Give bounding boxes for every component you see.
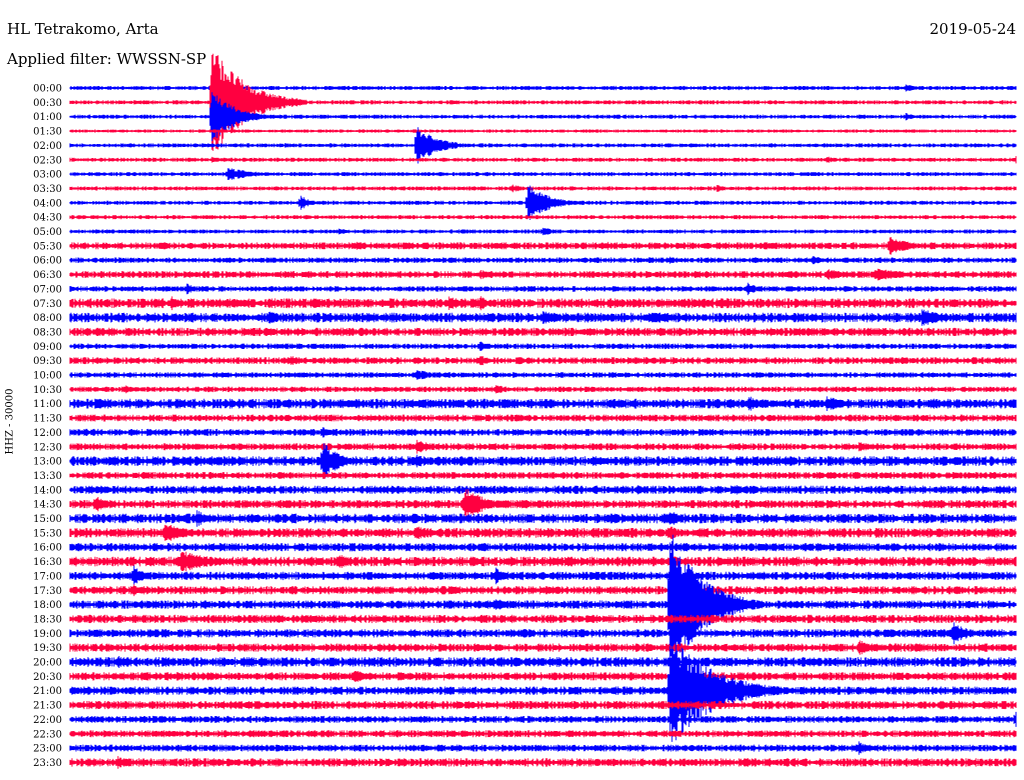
tick-label: 13:30: [33, 471, 62, 482]
tick-label: 01:30: [33, 127, 62, 138]
tick-label: 06:00: [33, 256, 62, 267]
filter-line: Applied filter: WWSSN-SP: [7, 50, 206, 68]
tick-label: 21:30: [33, 701, 62, 712]
filter-label: Applied filter:: [7, 50, 112, 68]
tick-label: 07:00: [33, 284, 62, 295]
tick-label-group: 00:00 00:30 01:00 01:30 02:00 02:30 03:00 03:30…: [33, 84, 62, 769]
tick-label: 23:00: [33, 744, 62, 755]
tick-label: 02:30: [33, 155, 62, 166]
tick-label: 04:30: [33, 213, 62, 224]
tick-label: 04:00: [33, 198, 62, 209]
filter-value: WWSSN-SP: [116, 50, 207, 68]
tick-label: 20:00: [33, 658, 62, 669]
tick-label: 08:00: [33, 313, 62, 324]
tick-label: 15:00: [33, 514, 62, 525]
tick-label: 10:00: [33, 371, 62, 382]
tick-label: 11:00: [33, 399, 62, 410]
tick-label: 18:00: [33, 600, 62, 611]
tick-label: 17:30: [33, 586, 62, 597]
tick-label: 12:00: [33, 428, 62, 439]
tick-label: 12:30: [33, 442, 62, 453]
tick-label: 00:30: [33, 98, 62, 109]
tick-label: 03:00: [33, 170, 62, 181]
tick-label: 23:30: [33, 758, 62, 769]
tick-label: 21:00: [33, 686, 62, 697]
trace-group: [69, 53, 1017, 769]
tick-label: 06:30: [33, 270, 62, 281]
tick-label: 11:30: [33, 414, 62, 425]
tick-label: 01:00: [33, 112, 62, 123]
tick-label: 16:00: [33, 543, 62, 554]
tick-label: 05:00: [33, 227, 62, 238]
tick-label: 22:30: [33, 729, 62, 740]
tick-label: 19:00: [33, 629, 62, 640]
tick-label: 03:30: [33, 184, 62, 195]
tick-label: 16:30: [33, 557, 62, 568]
tick-label: 22:00: [33, 715, 62, 726]
tick-label: 10:30: [33, 385, 62, 396]
station-title: HL Tetrakomo, Arta: [7, 20, 159, 38]
tick-label: 14:30: [33, 500, 62, 511]
tick-label: 20:30: [33, 672, 62, 683]
tick-label: 19:30: [33, 643, 62, 654]
tick-label: 09:00: [33, 342, 62, 353]
tick-label: 00:00: [33, 84, 62, 95]
tick-label: 18:30: [33, 614, 62, 625]
tick-label: 17:00: [33, 571, 62, 582]
date-label: 2019-05-24: [929, 20, 1016, 38]
tick-label: 09:30: [33, 356, 62, 367]
tick-label: 13:00: [33, 457, 62, 468]
tick-label: 14:00: [33, 485, 62, 496]
tick-label: 02:00: [33, 141, 62, 152]
tick-label: 07:30: [33, 299, 62, 310]
tick-label: 08:30: [33, 327, 62, 338]
tick-label: 15:30: [33, 528, 62, 539]
tick-label: 05:30: [33, 241, 62, 252]
